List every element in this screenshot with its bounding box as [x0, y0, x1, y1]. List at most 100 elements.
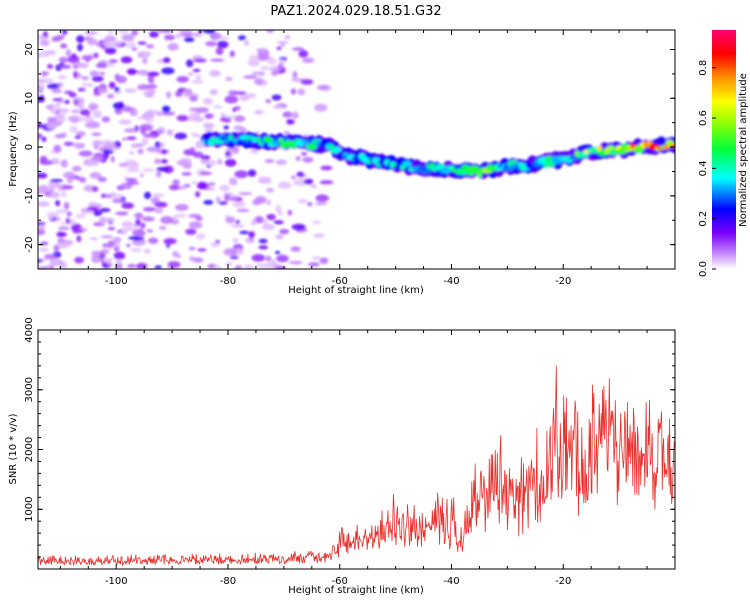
spectrogram-cell [39, 39, 50, 47]
spectrogram-cell [104, 47, 117, 55]
spectrogram-cell [114, 140, 122, 149]
spectrogram-cell [178, 206, 186, 211]
spectrogram-cell [185, 228, 197, 235]
spectrogram-cell [74, 256, 84, 264]
spectrogram-cell [63, 99, 70, 104]
spectrogram-cell [61, 30, 68, 35]
spectrogram-cell [48, 215, 55, 220]
spectrogram-cell [92, 186, 99, 192]
spectrogram-cell [248, 231, 255, 238]
spectrogram-cell [197, 248, 207, 252]
spectrogram-cell [38, 224, 46, 230]
spectrogram-cell [289, 260, 303, 265]
spectrogram-cell [38, 122, 44, 129]
spectrogram-cell [104, 194, 113, 199]
spectrogram-cell [219, 184, 230, 192]
spectrogram-cell [92, 139, 104, 147]
spectrogram-cell [126, 167, 140, 173]
spectrogram-cell [101, 116, 111, 123]
spectrogram-cell [60, 159, 68, 168]
spectrogram-cell [224, 95, 239, 104]
spectrogram-cell [172, 250, 179, 258]
spectrogram-cell [191, 181, 198, 185]
spectrogram-cell [265, 255, 272, 262]
spectrogram-cell [38, 201, 50, 207]
snr-panel: -100 -80 -60 -40 -20 1000 2000 3000 4000 Height… [8, 317, 676, 596]
spectrogram-cell [254, 109, 264, 115]
spectrogram-cell [192, 68, 201, 73]
spectrogram-cell [163, 238, 177, 245]
spectrogram-cell [76, 235, 82, 243]
spectrogram-cell [113, 236, 122, 244]
spectrogram-cell [199, 171, 213, 176]
ridge-cell [236, 140, 242, 146]
spectrogram-cell [152, 193, 165, 197]
spectrogram-cell [239, 230, 249, 235]
spectrogram-cell [122, 137, 127, 141]
spectrogram-cell [56, 242, 70, 249]
spectrogram-cell [81, 82, 95, 87]
y-tick-label: 2000 [24, 437, 35, 462]
x-tick-label: -60 [332, 576, 348, 587]
spectrogram-cell [298, 50, 309, 58]
spectrogram-cell [104, 35, 117, 42]
spectrogram-cell [58, 56, 68, 63]
spectrogram-cell [252, 199, 261, 206]
spectrogram-cell [98, 207, 111, 213]
spectrogram-y-ticks: -20 -10 0 10 20 [24, 43, 675, 270]
spectrogram-cell [75, 213, 86, 219]
spectrogram-cell [290, 246, 301, 252]
spectrogram-cell [168, 184, 180, 191]
spectrogram-cell [68, 92, 77, 98]
spectrogram-cell [54, 133, 65, 139]
colorbar-gradient [712, 30, 736, 269]
spectrogram-cell [279, 228, 290, 235]
spectrogram-cell [154, 207, 164, 214]
spectrogram-cell [300, 79, 314, 85]
spectrogram-cell [159, 225, 167, 230]
ridge-cell [596, 145, 603, 151]
spectrogram-cell [213, 105, 223, 109]
y-tick-label: 20 [24, 43, 35, 56]
spectrogram-cell [250, 149, 259, 155]
spectrogram-y-label: Frequency (Hz) [8, 111, 19, 187]
spectrogram-cell [286, 118, 295, 125]
spectrogram-cell [271, 94, 282, 101]
spectrogram-cell [291, 111, 299, 120]
spectrogram-cell [91, 75, 104, 82]
spectrogram-cell [51, 35, 64, 41]
spectrogram-cell [161, 149, 168, 155]
spectrogram-cell [137, 51, 151, 58]
spectrogram-cell [76, 35, 85, 43]
spectrogram-cell [264, 159, 275, 163]
spectrogram-cell [100, 235, 114, 239]
spectrogram-cell [235, 219, 240, 225]
snr-y-label: SNR (10 * v/v) [8, 413, 19, 484]
spectrogram-cell [144, 118, 154, 124]
spectrogram-cell [229, 50, 235, 58]
colorbar-label: Normalized spectral amplitude [738, 73, 749, 227]
spectrogram-cell [56, 231, 67, 238]
spectrogram-cell [125, 178, 138, 182]
spectrogram-cell [69, 126, 78, 133]
spectrogram-cell [141, 168, 155, 172]
spectrogram-cell [74, 135, 82, 139]
spectrogram-cell [203, 123, 215, 128]
spectrogram-cell [75, 131, 86, 137]
spectrogram-cell [85, 112, 90, 117]
spectrogram-cell [266, 30, 274, 34]
spectrogram-cell [91, 132, 102, 136]
colorbar-tick-label: 0.2 [698, 211, 709, 227]
spectrogram-cell [156, 127, 166, 135]
spectrogram-frame [37, 29, 676, 270]
ridge-cell [543, 162, 550, 168]
spectrogram-cell [102, 149, 114, 154]
spectrogram-cell [49, 258, 63, 267]
spectrogram-cell [147, 75, 155, 83]
spectrogram-cell [66, 177, 74, 184]
spectrogram-cell [185, 59, 194, 68]
spectrogram-cell [203, 199, 214, 205]
spectrogram-cell [192, 257, 204, 263]
